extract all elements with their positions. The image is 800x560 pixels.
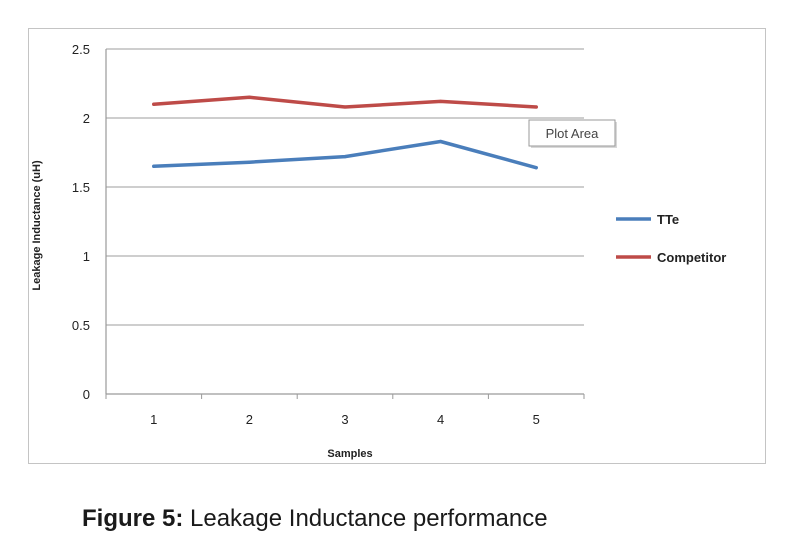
data-point — [247, 95, 251, 99]
data-point — [247, 160, 251, 164]
line-chart: 0 0.5 1 1.5 2 2.5 1 2 3 4 5 Samples Leakage Inductan… — [31, 42, 726, 460]
tooltip-text: Plot Area — [546, 126, 600, 141]
y-tick-label: 2 — [83, 111, 90, 126]
data-point — [439, 99, 443, 104]
x-tick-label: 1 — [150, 412, 157, 427]
data-point — [343, 105, 347, 109]
x-axis-title: Samples — [327, 448, 372, 460]
caption-label: Figure 5: — [82, 505, 184, 532]
caption-text: Leakage Inductance performance — [190, 505, 548, 532]
data-point — [439, 139, 443, 144]
data-point — [534, 166, 538, 170]
y-tick-label: 1 — [83, 249, 90, 264]
x-tick-label: 2 — [246, 412, 253, 427]
y-tick-label: 2.5 — [72, 42, 90, 57]
y-tick-label: 0 — [83, 387, 90, 402]
data-point — [343, 155, 347, 159]
legend-label: TTe — [657, 212, 679, 227]
y-tick-label: 0.5 — [72, 318, 90, 333]
x-tick-label: 5 — [533, 412, 540, 427]
chart-frame: 0 0.5 1 1.5 2 2.5 1 2 3 4 5 Samples Leakage Inductan… — [28, 28, 766, 464]
data-point — [152, 164, 156, 168]
x-tick-label: 4 — [437, 412, 444, 427]
legend-label: Competitor — [657, 250, 726, 265]
y-tick-label: 1.5 — [72, 180, 90, 195]
data-point — [534, 105, 538, 109]
data-point — [152, 102, 156, 106]
y-axis-title: Leakage Inductance (uH) — [31, 160, 43, 291]
series-line-tte — [152, 139, 538, 170]
tooltip-box — [528, 119, 616, 147]
figure-caption: Figure 5: Leakage Inductance performance — [82, 505, 548, 533]
x-tick-label: 3 — [341, 412, 348, 427]
